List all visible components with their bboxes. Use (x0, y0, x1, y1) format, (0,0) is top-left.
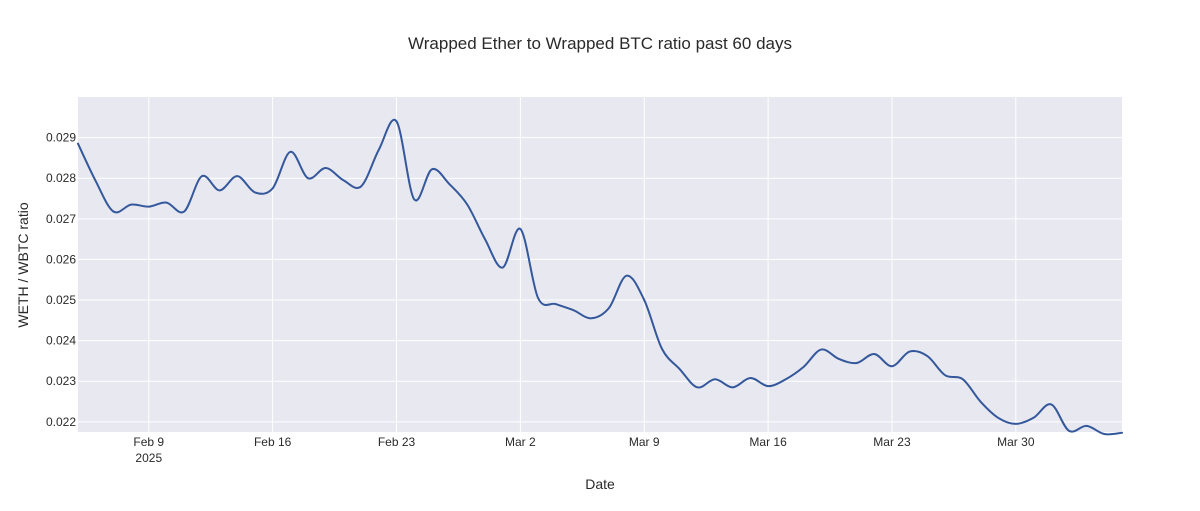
data-point (572, 309, 575, 311)
y-tick-label: 0.024 (46, 334, 76, 348)
data-point (926, 355, 929, 357)
data-point (218, 189, 221, 192)
data-point (590, 317, 592, 320)
data-point (183, 210, 185, 213)
data-point (1015, 423, 1017, 425)
data-point (643, 299, 646, 301)
x-tick-label: Mar 16 (749, 435, 787, 449)
data-point (997, 416, 999, 419)
data-point (448, 183, 451, 186)
data-point (625, 274, 628, 277)
data-point (891, 365, 893, 368)
data-point (873, 353, 876, 355)
x-tick-label: Feb 23 (378, 435, 416, 449)
x-tick-label: Mar 9 (629, 435, 660, 449)
x-gridlines (148, 97, 1017, 432)
data-point (731, 386, 734, 389)
y-tick-label: 0.026 (46, 252, 76, 266)
data-point (130, 203, 132, 206)
data-point (466, 203, 469, 206)
data-point (77, 142, 79, 145)
data-point (678, 368, 681, 370)
data-point (147, 205, 150, 208)
data-point (661, 347, 663, 350)
data-point (1050, 403, 1053, 406)
data-point (94, 180, 97, 182)
x-tick-label: Mar 30 (997, 435, 1035, 449)
data-point (696, 386, 699, 389)
x-tick-label: Mar 23 (873, 435, 911, 449)
data-point (767, 385, 769, 387)
data-points (77, 120, 1123, 435)
y-tick-label: 0.028 (46, 171, 76, 185)
data-point (749, 377, 752, 379)
data-point (501, 266, 504, 269)
data-point (855, 362, 858, 364)
data-point (802, 366, 805, 368)
y-tick-labels: 0.022 0.023 0.024 0.025 0.026 0.027 0.028 0.029 (46, 131, 76, 429)
data-point (608, 307, 610, 309)
data-point (979, 400, 982, 403)
data-point (271, 187, 274, 190)
y-tick-label: 0.023 (46, 374, 76, 388)
y-tick-label: 0.029 (46, 131, 76, 145)
x-axis-label: Date (585, 476, 615, 492)
data-point (484, 238, 486, 240)
data-point (431, 168, 433, 171)
data-point (1085, 425, 1088, 427)
data-point (413, 198, 416, 201)
y-tick-label: 0.027 (46, 212, 76, 226)
data-point (201, 175, 203, 177)
data-point (908, 350, 911, 353)
data-point (519, 228, 522, 230)
data-point (324, 167, 327, 169)
x-tick-labels: Feb 9 2025 Feb 16 Feb 23 Mar 2 Mar 9 Mar 16 Mar… (133, 435, 1034, 465)
x-tick-year-label: 2025 (135, 451, 162, 465)
data-point (165, 201, 168, 204)
data-point (378, 148, 380, 151)
data-point (1068, 429, 1070, 432)
data-point (838, 358, 840, 360)
y-gridlines (78, 137, 1122, 423)
data-point (307, 177, 309, 180)
y-tick-label: 0.025 (46, 293, 76, 307)
data-point (1103, 433, 1106, 435)
y-axis-label: WETH / WBTC ratio (15, 202, 31, 327)
data-point (289, 151, 292, 153)
data-point (961, 378, 964, 381)
data-point (944, 374, 946, 376)
data-point (714, 378, 716, 381)
data-point (1121, 432, 1123, 434)
data-point (820, 348, 822, 351)
data-point (236, 175, 239, 177)
data-point (784, 378, 787, 381)
x-tick-label: Mar 2 (505, 435, 536, 449)
data-point (360, 185, 362, 188)
data-point (554, 303, 557, 305)
data-point (395, 120, 398, 123)
data-point (537, 297, 539, 299)
x-tick-label: Feb 16 (254, 435, 292, 449)
data-point (342, 179, 345, 182)
data-point (254, 191, 256, 194)
data-point (112, 210, 115, 213)
chart-title: Wrapped Ether to Wrapped BTC ratio past … (408, 34, 792, 53)
y-tick-label: 0.022 (46, 415, 76, 429)
data-point (1032, 416, 1035, 419)
x-tick-label: Feb 9 (133, 435, 164, 449)
